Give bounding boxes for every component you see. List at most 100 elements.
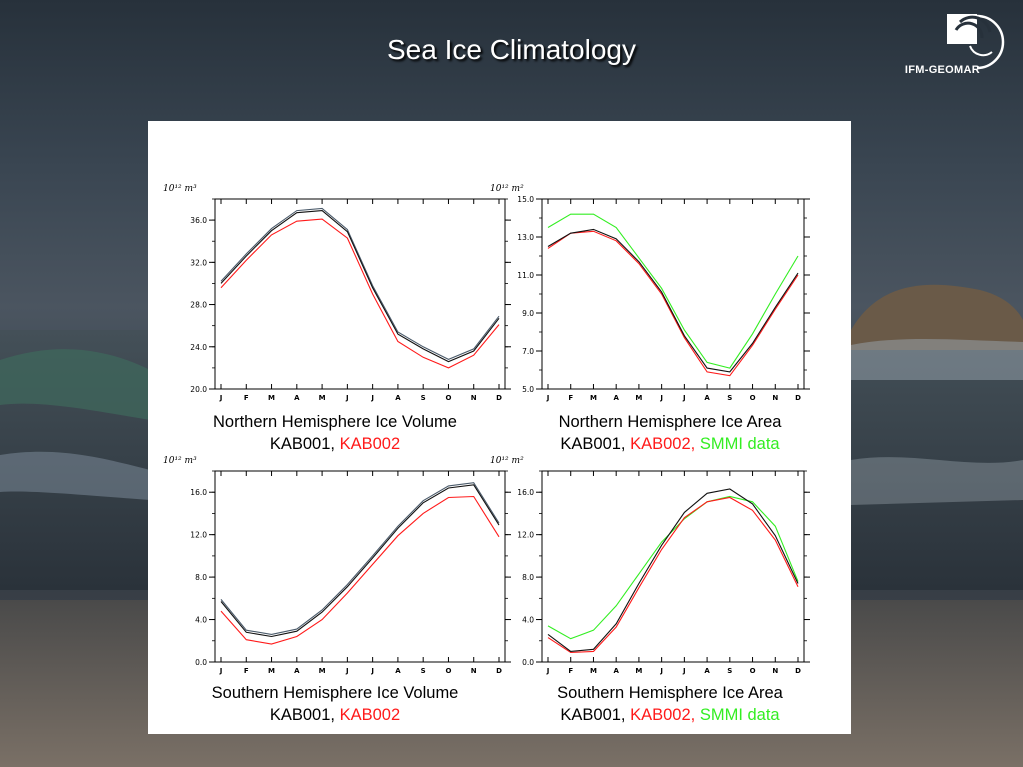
x-tick-label: D [795, 394, 801, 402]
x-tick-label: J [546, 394, 550, 402]
y-tick-label: 9.0 [522, 309, 534, 318]
legend-kab002: KAB002 [339, 435, 401, 453]
y-tick-label: 16.0 [190, 488, 207, 497]
y-tick-label: 4.0 [195, 616, 207, 625]
x-tick-label: F [568, 667, 573, 675]
x-tick-label: O [445, 667, 451, 675]
plot-frame [214, 198, 506, 390]
caption-legend: KAB001, KAB002 [170, 704, 500, 726]
x-tick-label: J [219, 394, 223, 402]
caption-legend: KAB001, KAB002 [170, 433, 500, 455]
y-tick-label: 28.0 [190, 301, 207, 310]
slide-title: Sea Ice Climatology [386, 34, 636, 65]
x-tick-label: J [659, 667, 663, 675]
x-tick-label: N [772, 394, 778, 402]
series-line-kab002 [220, 218, 500, 369]
unit-label: 10¹² m² [490, 184, 524, 194]
x-tick-label: O [750, 394, 756, 402]
x-tick-label: M [590, 394, 597, 402]
x-tick-label: J [682, 667, 686, 675]
x-tick-label: J [219, 667, 223, 675]
x-tick-label: S [727, 394, 732, 402]
charts-canvas: 10¹² m³ 20.0 24.0 28.0 32.0 36.0 J F M A M J J A S O N D 1… [163, 184, 810, 675]
x-tick-label: M [268, 667, 275, 675]
y-tick-label: 16.0 [517, 488, 534, 497]
logo-text: IFM-GEOMAR [904, 64, 980, 76]
legend-kab001: KAB001, [269, 706, 340, 724]
legend-kab002: KAB002 [339, 706, 401, 724]
x-tick-label: O [750, 667, 756, 675]
x-tick-label: J [345, 667, 349, 675]
x-tick-label: A [613, 394, 619, 402]
series-line-second_line [220, 207, 500, 361]
y-tick-label: 36.0 [190, 216, 207, 225]
x-tick-label: A [294, 667, 300, 675]
y-tick-label: 20.0 [190, 385, 207, 394]
legend-kab002: KAB002, [630, 435, 700, 453]
unit-label: 10¹² m³ [163, 184, 197, 194]
legend-smmi: SMMI data [699, 706, 780, 724]
x-tick-label: N [772, 667, 778, 675]
x-tick-label: A [294, 394, 300, 402]
x-tick-label: S [727, 667, 732, 675]
caption-title: Southern Hemisphere Ice Volume [211, 684, 459, 702]
unit-label: 10¹² m² [490, 456, 524, 466]
x-tick-label: J [682, 394, 686, 402]
logo-mark-icon [947, 14, 1005, 70]
y-tick-label: 5.0 [522, 385, 534, 394]
series-line-kab002 [547, 496, 799, 654]
unit-label: 10¹² m³ [163, 456, 197, 466]
x-tick-label: M [635, 394, 642, 402]
legend-kab001: KAB001, [560, 435, 631, 453]
x-tick-label: M [319, 394, 326, 402]
legend-kab001: KAB001, [560, 706, 631, 724]
y-tick-label: 32.0 [190, 258, 207, 267]
x-tick-label: F [244, 667, 249, 675]
ifm-geomar-logo: IFM-GEOMAR [880, 12, 1010, 82]
x-tick-label: A [395, 394, 401, 402]
y-tick-label: 12.0 [517, 531, 534, 540]
y-tick-label: 0.0 [522, 658, 534, 667]
x-tick-label: M [268, 394, 275, 402]
y-tick-label: 8.0 [522, 573, 534, 582]
x-tick-label: J [370, 394, 374, 402]
y-tick-label: 11.0 [517, 271, 534, 280]
x-tick-label: J [345, 394, 349, 402]
x-tick-label: A [704, 667, 710, 675]
x-tick-label: S [421, 394, 426, 402]
x-tick-label: F [568, 394, 573, 402]
x-tick-label: J [546, 667, 550, 675]
x-tick-label: A [613, 667, 619, 675]
chart-panel: 10¹² m³ 20.0 24.0 28.0 32.0 36.0 J F M A M J J A S O N D 1… [148, 121, 851, 734]
x-tick-label: F [244, 394, 249, 402]
y-tick-label: 12.0 [190, 531, 207, 540]
plot-frame [214, 470, 506, 663]
series-line-second_line [220, 482, 500, 635]
x-tick-label: M [635, 667, 642, 675]
legend-smmi: SMMI data [699, 435, 780, 453]
x-tick-label: S [421, 667, 426, 675]
caption-title: Southern Hemisphere Ice Area [557, 684, 783, 702]
x-tick-label: M [590, 667, 597, 675]
series-line-kab002 [547, 230, 799, 377]
y-tick-label: 8.0 [195, 573, 207, 582]
x-tick-label: O [445, 394, 451, 402]
caption-title: Northern Hemisphere Ice Area [558, 413, 782, 431]
y-tick-label: 24.0 [190, 343, 207, 352]
caption-legend: KAB001, KAB002, SMMI data [505, 433, 835, 455]
caption-title: Northern Hemisphere Ice Volume [213, 413, 457, 431]
x-tick-label: D [496, 394, 502, 402]
x-tick-label: N [471, 394, 477, 402]
y-tick-label: 0.0 [195, 658, 207, 667]
series-line-kab001 [547, 228, 799, 373]
caption-sh-area: Southern Hemisphere Ice Area KAB001, KAB… [505, 682, 835, 726]
x-tick-label: N [471, 667, 477, 675]
x-tick-label: J [370, 667, 374, 675]
x-tick-label: D [795, 667, 801, 675]
x-tick-label: M [319, 667, 326, 675]
series-line-smmi [547, 213, 799, 369]
plot-frame [541, 470, 805, 663]
series-line-kab001 [220, 210, 500, 363]
y-tick-label: 4.0 [522, 616, 534, 625]
caption-nh-volume: Northern Hemisphere Ice Volume KAB001, K… [170, 411, 500, 455]
